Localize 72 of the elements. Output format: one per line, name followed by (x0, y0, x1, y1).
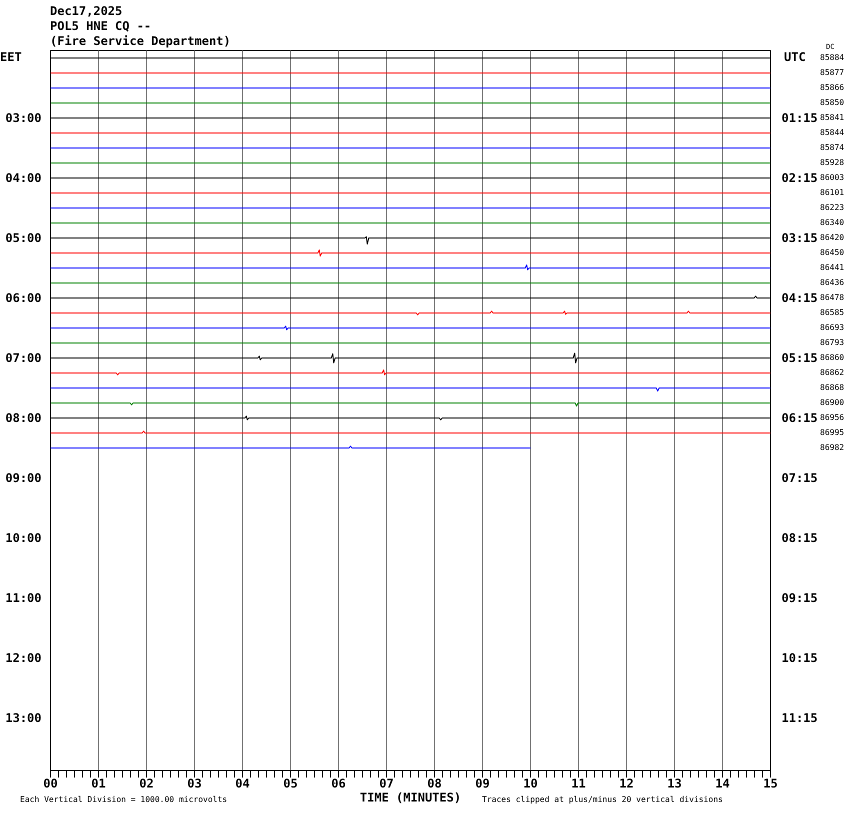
text: 86793 (820, 338, 844, 346)
text: 86900 (820, 398, 844, 406)
x-tick-label: 06 (331, 776, 346, 790)
y-tick-label: 04:00 (5, 171, 42, 185)
y2-tick-label: 03:15 (782, 231, 818, 245)
text: 85928 (820, 158, 844, 166)
text: 86101 (820, 188, 844, 196)
y2-tick-label: 09:15 (782, 591, 818, 605)
y2-axis-title: UTC (784, 50, 806, 64)
x-tick-label: 01 (91, 776, 106, 790)
x-tick-label: 04 (235, 776, 250, 790)
text: Traces clipped at plus/minus 20 vertical divisions (482, 795, 723, 804)
y-tick-label: 08:00 (5, 411, 42, 425)
text: 85841 (820, 112, 844, 122)
y-tick-label: 13:00 (5, 711, 42, 725)
text: 85874 (820, 142, 844, 152)
text: 86441 (820, 262, 844, 272)
text: 86868 (820, 382, 844, 392)
y2-tick-label: 11:15 (782, 711, 818, 725)
x-axis-title: TIME (MINUTES) (360, 790, 462, 804)
x-tick-label: 11 (571, 776, 586, 790)
text: 86862 (820, 368, 844, 376)
y-tick-label: 05:00 (5, 231, 42, 245)
text: 86223 (820, 202, 844, 212)
text: 86693 (820, 322, 844, 332)
y-tick-label: 12:00 (5, 651, 42, 665)
text: 86982 (820, 442, 844, 452)
x-tick-label: 14 (715, 776, 730, 790)
y-tick-label: 06:00 (5, 291, 42, 305)
x-tick-label: 12 (619, 776, 634, 790)
y-tick-label: 11:00 (5, 591, 42, 605)
text: 85877 (820, 68, 844, 76)
y2-tick-label: 05:15 (782, 351, 818, 365)
y-axis-title: EET (0, 50, 22, 64)
text: 86436 (820, 278, 844, 286)
x-tick-label: 09 (475, 776, 490, 790)
x-tick-label: 05 (283, 776, 298, 790)
x-tick-label: 15 (763, 776, 778, 790)
x-tick-label: 03 (187, 776, 202, 790)
x-tick-label: 07 (379, 776, 394, 790)
y2-tick-label: 01:15 (782, 111, 818, 125)
y-tick-label: 10:00 (5, 531, 42, 545)
x-tick-label: 10 (523, 776, 538, 790)
y-tick-label: 07:00 (5, 351, 42, 365)
text: 86003 (820, 172, 844, 182)
text: 86860 (820, 352, 844, 362)
y-tick-label: 03:00 (5, 111, 42, 125)
chart-subtitle: POL5 HNE CQ -- (Fire Service Department) (50, 19, 231, 48)
y2-tick-label: 08:15 (782, 531, 818, 545)
y-tick-label: 09:00 (5, 471, 42, 485)
text: 86585 (820, 308, 844, 316)
y2-tick-label: 02:15 (782, 171, 818, 185)
text: 86420 (820, 232, 844, 242)
x-tick-label: 13 (667, 776, 682, 790)
y2-tick-label: 04:15 (782, 291, 818, 305)
text: 86478 (820, 292, 844, 302)
text: 86340 (820, 218, 844, 226)
text: Each Vertical Division = 1000.00 microvolts (20, 795, 228, 804)
text: 85866 (820, 82, 844, 92)
x-tick-label: 02 (139, 776, 154, 790)
text: 86995 (820, 428, 844, 436)
y2-tick-label: 06:15 (782, 411, 818, 425)
text: 85850 (820, 98, 844, 106)
y2-tick-label: 10:15 (782, 651, 818, 665)
text: 85844 (820, 128, 844, 136)
text: 86450 (820, 248, 844, 256)
y2-tick-label: 07:15 (782, 471, 818, 485)
x-tick-label: 00 (43, 776, 58, 790)
chart-title: Dec17,2025 (50, 4, 122, 18)
text: 86956 (820, 412, 844, 422)
x-tick-label: 08 (427, 776, 442, 790)
text: 85884 (820, 52, 844, 62)
